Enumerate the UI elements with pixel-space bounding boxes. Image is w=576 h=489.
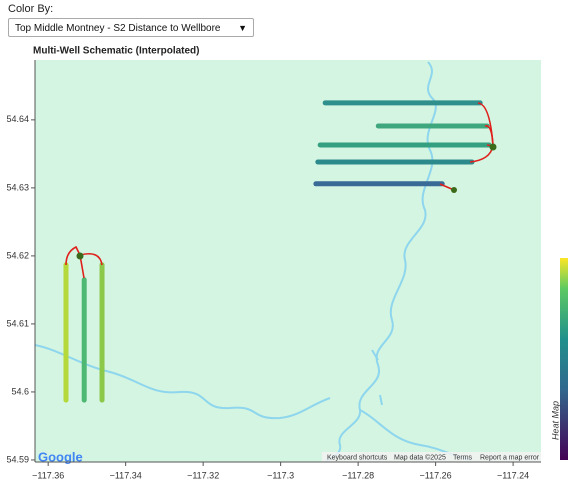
report-link[interactable]: Report a map error bbox=[480, 454, 540, 461]
colorbar-label: Heat Map bbox=[550, 401, 560, 440]
y-tick-label: 54.63 bbox=[6, 182, 29, 192]
terms-link[interactable]: Terms bbox=[453, 454, 473, 461]
x-tick-label: −117.26 bbox=[420, 470, 452, 480]
dropdown-arrow[interactable]: ▼ bbox=[238, 23, 247, 33]
attribution-bar bbox=[322, 452, 541, 462]
well-pad bbox=[489, 143, 497, 151]
x-tick-label: −117.28 bbox=[342, 470, 374, 480]
x-tick-label: −117.24 bbox=[497, 470, 529, 480]
color-by-label: Color By: bbox=[8, 3, 54, 15]
keyboard-shortcuts[interactable]: Keyboard shortcuts bbox=[327, 454, 388, 461]
colorbar bbox=[560, 258, 568, 460]
google-logo: Google bbox=[38, 449, 83, 464]
x-tick-label: −117.32 bbox=[187, 470, 219, 480]
x-tick-label: −117.36 bbox=[32, 470, 64, 480]
dropdown-value: Top Middle Montney - S2 Distance to Well… bbox=[15, 23, 221, 34]
well-pad bbox=[451, 187, 457, 193]
color-by-dropdown[interactable]: Top Middle Montney - S2 Distance to Well… bbox=[8, 18, 254, 37]
y-tick-label: 54.62 bbox=[6, 250, 29, 260]
y-tick-label: 54.6 bbox=[11, 386, 29, 396]
x-tick-label: −117.34 bbox=[110, 470, 142, 480]
y-tick-label: 54.64 bbox=[6, 114, 29, 124]
map-background[interactable] bbox=[35, 60, 541, 462]
y-tick-label: 54.59 bbox=[6, 454, 29, 464]
x-tick-label: −117.3 bbox=[267, 470, 294, 480]
well-pad bbox=[76, 252, 84, 260]
y-tick-label: 54.61 bbox=[6, 318, 29, 328]
chart-title: Multi-Well Schematic (Interpolated) bbox=[33, 46, 200, 57]
map-data: Map data ©2025 bbox=[394, 453, 446, 461]
